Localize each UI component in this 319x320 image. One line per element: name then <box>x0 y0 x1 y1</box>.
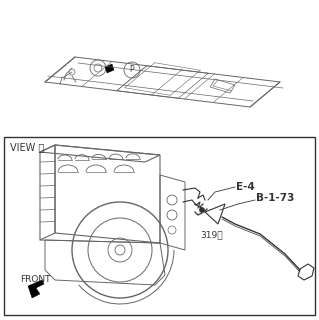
Text: FRONT: FRONT <box>20 276 50 284</box>
Text: E-4: E-4 <box>236 182 255 192</box>
Circle shape <box>199 207 204 212</box>
Polygon shape <box>28 280 44 298</box>
Text: B-1-73: B-1-73 <box>256 193 294 203</box>
Polygon shape <box>105 64 114 73</box>
Bar <box>4 137 315 315</box>
Text: 319Ⓑ: 319Ⓑ <box>201 230 223 239</box>
Text: P: P <box>130 66 134 75</box>
Text: VIEW Ⓟ: VIEW Ⓟ <box>10 142 44 152</box>
